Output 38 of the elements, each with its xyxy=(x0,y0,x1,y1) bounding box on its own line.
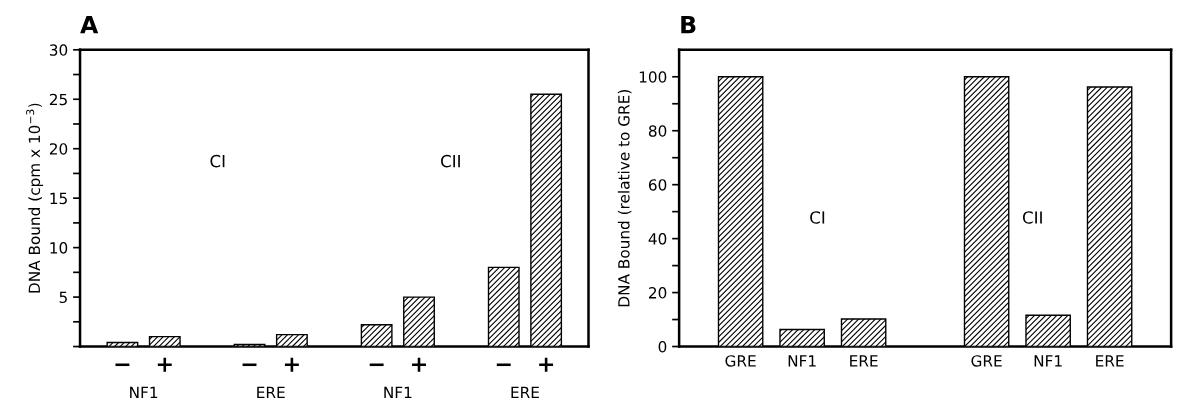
y-tick-label: 25 xyxy=(49,93,67,106)
text: ERE xyxy=(511,386,539,398)
x-tick-label: − xyxy=(115,363,130,367)
x-tick-label: + xyxy=(412,357,426,372)
chart-title: B xyxy=(681,15,696,34)
y-axis-title: DNA Bound (cpm x 10$^{−3}$) xyxy=(26,103,44,293)
y-axis-title: DNA Bound (relative to GRE) xyxy=(617,90,632,307)
x-tick-label: ERE xyxy=(850,355,878,367)
text: NF1 xyxy=(384,386,412,398)
y-tick-label: 100 xyxy=(639,71,667,83)
x-tick-label: + xyxy=(284,357,299,372)
x-tick-label: GRE xyxy=(971,355,1002,367)
y-tick-label: 30 xyxy=(49,44,68,56)
chart-title: A xyxy=(80,15,99,34)
x-tick-label: GRE xyxy=(725,355,756,367)
annotation: CII xyxy=(1022,211,1042,224)
annotation: CI xyxy=(810,211,825,224)
x-tick-label: − xyxy=(496,363,511,367)
y-tick-label: 60 xyxy=(648,179,667,191)
y-tick-label: 20 xyxy=(649,287,667,299)
x-tick-label: ERE xyxy=(1096,355,1124,367)
y-tick-label: 5 xyxy=(59,291,67,304)
y-tick-label: 10 xyxy=(50,242,68,254)
y-tick-label: 15 xyxy=(50,192,67,205)
x-tick-label: − xyxy=(242,363,257,367)
x-tick-label: + xyxy=(157,357,172,372)
text: ERE xyxy=(257,386,285,398)
y-tick-label: 80 xyxy=(648,125,667,137)
text: NF1 xyxy=(130,386,158,398)
x-tick-label: NF1 xyxy=(788,355,816,367)
y-tick-label: 20 xyxy=(49,143,68,155)
y-tick-label: 0 xyxy=(658,340,667,353)
x-tick-label: NF1 xyxy=(1034,355,1062,367)
annotation: CI xyxy=(210,154,225,168)
x-tick-label: − xyxy=(369,363,384,367)
annotation: CII xyxy=(440,154,460,168)
y-tick-label: 40 xyxy=(648,233,667,245)
x-tick-label: + xyxy=(539,357,554,372)
